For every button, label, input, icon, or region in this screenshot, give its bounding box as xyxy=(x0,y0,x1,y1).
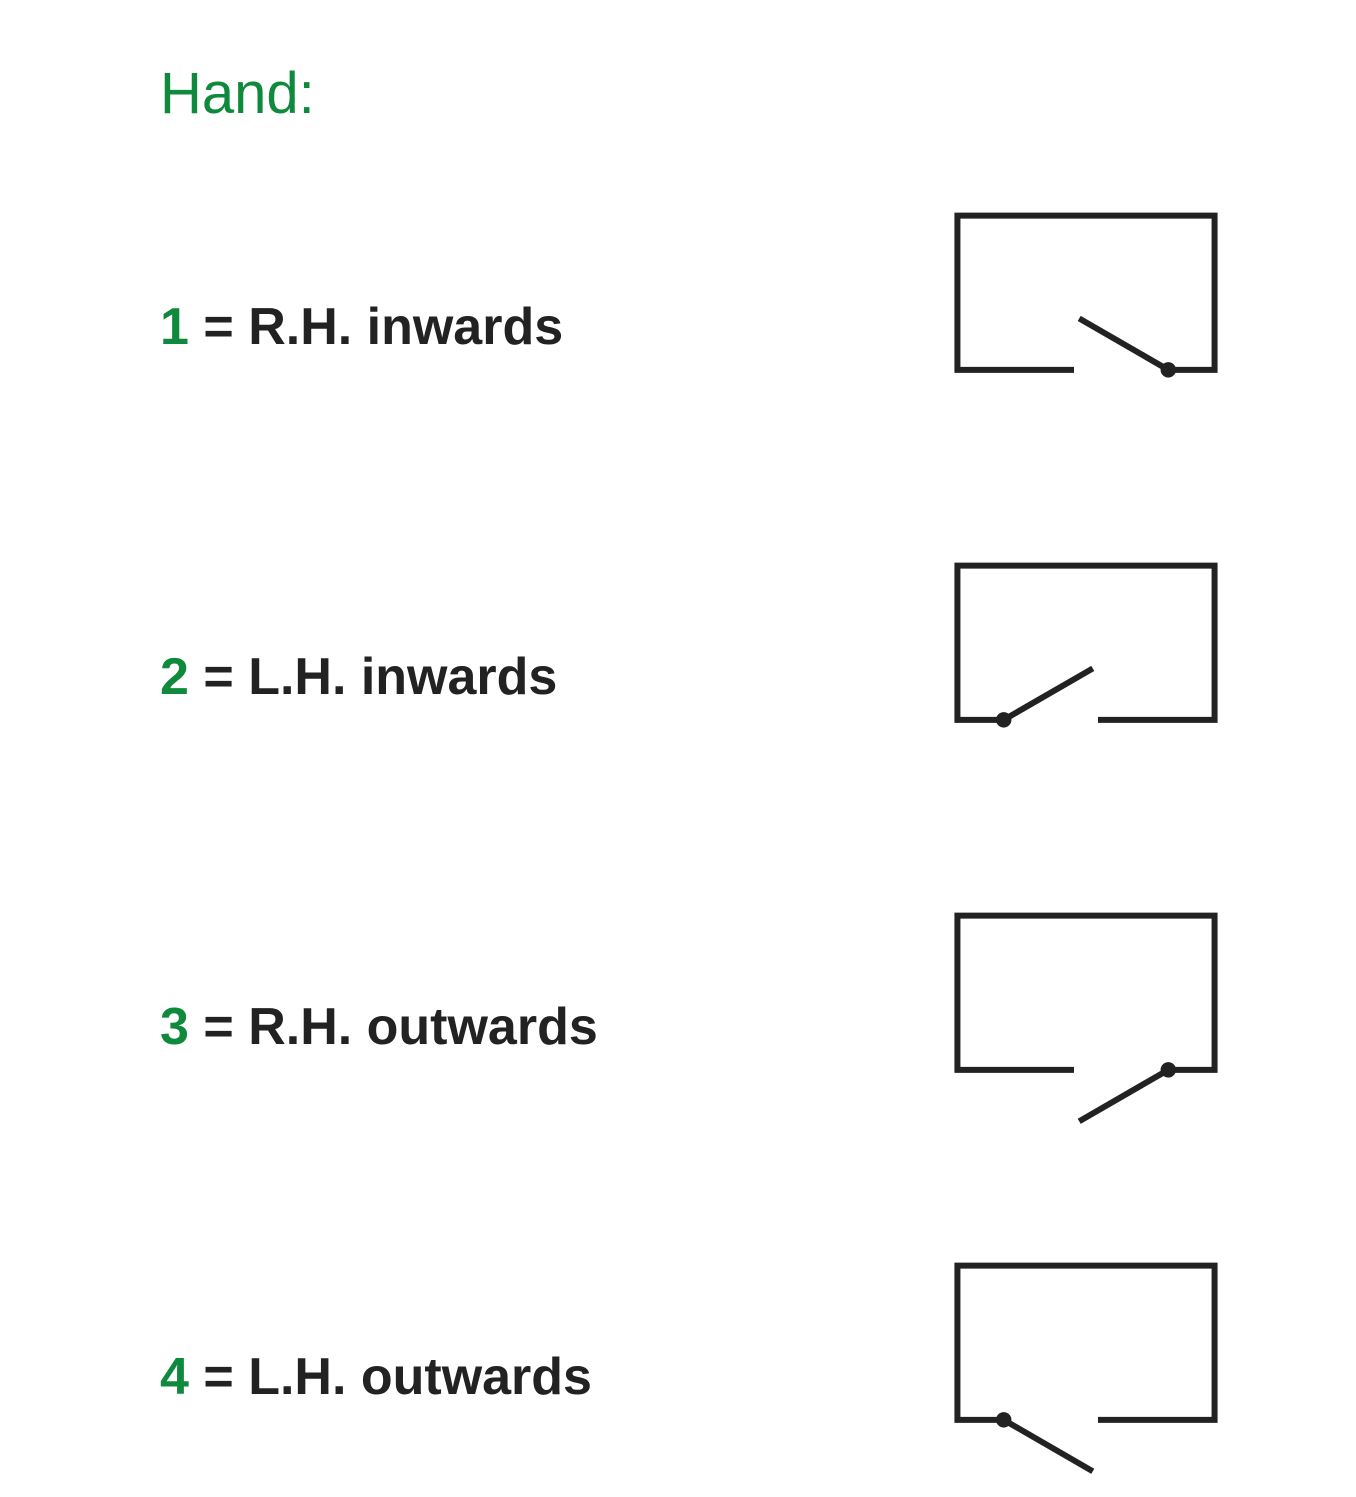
section-title: Hand: xyxy=(160,60,1256,127)
door-diagram-2 xyxy=(916,557,1256,797)
legend-text-4: = L.H. outwards xyxy=(203,1348,592,1406)
door-diagram-1 xyxy=(916,207,1256,447)
door-diagram-3 xyxy=(916,907,1256,1147)
legend-text-1: = R.H. inwards xyxy=(203,298,563,356)
legend-text-2: = L.H. inwards xyxy=(203,648,557,706)
legend-num-1: 1 xyxy=(160,298,189,356)
legend-row-1: 1 = R.H. inwards xyxy=(160,207,1256,447)
legend-text-3: = R.H. outwards xyxy=(203,998,597,1056)
legend-num-2: 2 xyxy=(160,648,189,706)
legend-row-2: 2 = L.H. inwards xyxy=(160,557,1256,797)
legend-row-3: 3 = R.H. outwards xyxy=(160,907,1256,1147)
legend-num-3: 3 xyxy=(160,998,189,1056)
page-root: Hand: 1 = R.H. inwards 2 = L.H. inwards … xyxy=(0,0,1356,1431)
legend-num-4: 4 xyxy=(160,1348,189,1406)
legend-label-1: 1 = R.H. inwards xyxy=(160,297,563,357)
legend-row-4: 4 = L.H. outwards xyxy=(160,1257,1256,1497)
legend-label-2: 2 = L.H. inwards xyxy=(160,647,557,707)
door-diagram-4 xyxy=(916,1257,1256,1497)
legend-label-4: 4 = L.H. outwards xyxy=(160,1347,592,1407)
legend-label-3: 3 = R.H. outwards xyxy=(160,997,598,1057)
